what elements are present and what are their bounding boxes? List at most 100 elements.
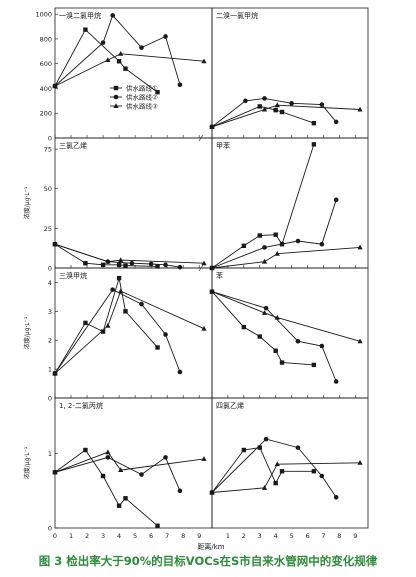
panel-1-series-2-point-2 [110, 13, 115, 18]
panel-7-series-1-point-2 [100, 473, 106, 479]
panel-6-series-3-point-2 [274, 314, 280, 320]
xtick-label-0-0: 0 [53, 532, 57, 540]
panel-6-series-1-point-4 [279, 360, 285, 365]
panel-7-series-2-point-3 [163, 455, 168, 460]
panel-5-series-3-line [54, 290, 205, 374]
panel-7-series-1-point-5 [155, 523, 160, 528]
panel-8-series-1-point-5 [311, 469, 317, 474]
panel-5-series-3-point-3 [201, 325, 207, 331]
panel-2-series-2-point-1 [243, 98, 248, 104]
panel-1-frame [54, 7, 213, 139]
panel-8-series-3-point-3 [357, 459, 363, 465]
panel-1-series-1-point-1 [83, 27, 88, 32]
panel-6-series-2-point-2 [295, 338, 301, 344]
panel-3-series-2-point-4 [163, 262, 168, 268]
panel-2-series-3 [209, 102, 363, 129]
panel-7-series-3-line [54, 451, 205, 473]
panel-1-series-1-point-3 [123, 66, 128, 71]
panel-3-series-3 [52, 241, 207, 266]
panel-1-series-2-point-4 [163, 34, 168, 39]
panel-4-series-1-point-5 [311, 142, 317, 147]
panel-6-series-2-point-3 [319, 343, 325, 349]
panel-3-series-1 [52, 242, 160, 269]
panel-5-ytick-label-1: 1 [48, 366, 52, 374]
legend-marker-1 [113, 85, 119, 91]
panel-4-series-3-point-1 [261, 258, 268, 264]
panel-6-series-1-line [211, 291, 314, 366]
panel-1-series-3-point-1 [105, 57, 111, 62]
panel-1-series-2-point-3 [139, 45, 144, 50]
legend-label-1: 供水路线① [126, 84, 158, 93]
panel-8-series-3 [209, 459, 363, 495]
panel-5-ytick-label-2: 2 [48, 337, 52, 345]
panel-1-series-2-line [54, 14, 181, 87]
panel-5-ytick-label-4: 4 [48, 279, 52, 287]
panel-3-ytick-label-3: 75 [44, 146, 52, 154]
panel-2-series-1-line [211, 105, 315, 128]
panel-1-ytick-label-0: 0 [48, 135, 52, 143]
panel-6-series-1-point-1 [241, 324, 247, 330]
panel-3-series-3-line [54, 243, 205, 264]
panel-5-ytick-label-0: 0 [48, 395, 52, 403]
panel-7-title: 1, 2-二氯丙烷 [59, 401, 103, 410]
panel-5-series-3-point-0 [52, 370, 58, 376]
panel-3-series-1-point-4 [123, 263, 128, 268]
panel-5-series-1-point-5 [155, 345, 160, 350]
panel-6-series-3-point-1 [261, 310, 268, 315]
panel-1-series-3-point-0 [52, 83, 58, 88]
panel-5-series-2-point-1 [110, 287, 115, 292]
panel-7-series-3-point-3 [201, 456, 207, 461]
panel-3-title: 三氯乙烯 [59, 141, 87, 150]
panel-3-series-3-point-3 [201, 260, 207, 266]
panel-8-series-1-line [211, 447, 314, 493]
panel-4-series-2-point-3 [319, 241, 325, 247]
panel-3-series-1-point-1 [83, 261, 88, 266]
xtick-label-1-5: 5 [290, 532, 294, 540]
panel-1-series-3 [52, 51, 207, 88]
panel-4-series-1 [209, 142, 317, 271]
xtick-label-1-2: 2 [242, 532, 246, 540]
panel-5-series-1-line [54, 277, 158, 374]
panel-4-series-3-point-3 [357, 244, 363, 250]
xtick-label-0-2: 2 [85, 532, 89, 540]
panel-1-series-2-point-1 [100, 40, 106, 45]
legend-marker-2 [113, 94, 119, 100]
panel-7-series-1-point-1 [83, 447, 88, 453]
panel-4-series-2 [209, 197, 339, 271]
panel-5-series-1-point-1 [83, 320, 88, 326]
xtick-label-1-9: 9 [353, 532, 357, 540]
panel-6-series-2 [209, 289, 339, 384]
panel-3-series-3-point-0 [52, 241, 58, 247]
panel-3-series-1-point-2 [100, 262, 106, 268]
panel-8-frame [211, 397, 369, 529]
panel-7-series-3-point-2 [118, 467, 124, 473]
panel-1-series-3-point-2 [118, 51, 124, 56]
panel-2-series-3-point-1 [261, 106, 268, 112]
panel-1-ytick-label-3: 600 [40, 60, 52, 68]
panel-3-series-3-point-2 [118, 257, 124, 263]
panel-3-ytick-label-0: 0 [48, 265, 52, 273]
panel-2-series-3-point-3 [357, 106, 363, 112]
panel-5-ylabel: 浓度/μg·L⁻¹ [23, 316, 31, 349]
panel-3-ytick-label-1: 25 [44, 225, 52, 233]
panel-6-series-1-point-5 [311, 362, 317, 368]
panel-8-series-2-point-4 [333, 494, 339, 500]
panel-8-series-3-line [211, 462, 361, 493]
panel-4-series-1-point-3 [273, 232, 278, 237]
panel-1-series-3-line [54, 53, 205, 87]
xtick-label-1-7: 7 [321, 532, 325, 540]
panel-2-series-3-line [211, 104, 361, 128]
panel-7-series-1-point-3 [116, 503, 122, 508]
panel-2-series-1-point-2 [273, 107, 278, 113]
xtick-label-1-4: 4 [274, 532, 278, 540]
panel-4-series-2-point-1 [262, 245, 267, 250]
panel-6-series-2-line [211, 291, 337, 382]
panel-8-series-3-point-1 [261, 485, 268, 490]
panel-7-series-3-point-0 [52, 469, 58, 475]
xtick-label-0-4: 4 [117, 532, 121, 540]
panel-7-series-1 [52, 447, 160, 528]
panel-6-series-3 [209, 288, 363, 344]
xtick-label-0-9: 9 [197, 532, 201, 540]
panel-8-series-1-point-3 [273, 480, 278, 486]
